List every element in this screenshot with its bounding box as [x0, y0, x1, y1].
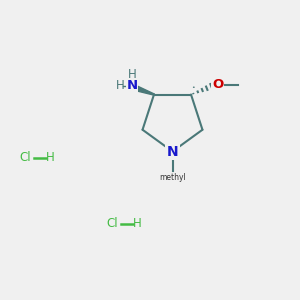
Text: H: H	[128, 68, 136, 81]
Text: H: H	[133, 217, 142, 230]
Text: O: O	[212, 78, 223, 92]
Text: Cl: Cl	[107, 217, 118, 230]
Text: H: H	[46, 151, 55, 164]
Text: N: N	[127, 79, 138, 92]
Text: methyl: methyl	[159, 173, 186, 182]
Text: •: •	[191, 85, 195, 90]
Text: Cl: Cl	[20, 151, 31, 164]
Polygon shape	[128, 82, 154, 95]
Text: H: H	[116, 79, 125, 92]
Text: N: N	[167, 145, 178, 158]
